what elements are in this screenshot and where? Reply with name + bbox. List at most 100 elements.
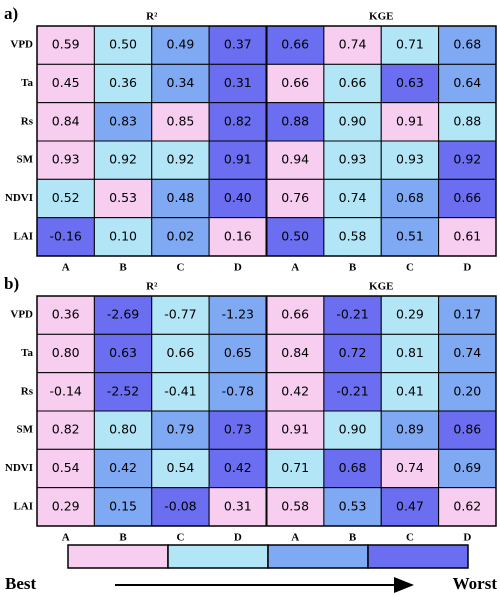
cell-value: 0.31 bbox=[224, 498, 252, 513]
cell-value: 0.17 bbox=[453, 307, 481, 322]
cell bbox=[266, 372, 325, 412]
cell bbox=[93, 372, 153, 412]
cell-value: 0.74 bbox=[339, 190, 367, 205]
cell bbox=[93, 140, 153, 180]
column-label: D bbox=[463, 262, 471, 274]
cell-value: 0.50 bbox=[109, 37, 137, 52]
cell-value: 0.66 bbox=[281, 75, 309, 90]
row-label: VPD bbox=[10, 309, 33, 321]
column-label: D bbox=[234, 262, 242, 274]
row-label: Rs bbox=[21, 115, 34, 127]
cell bbox=[266, 333, 325, 374]
cell-value: 0.82 bbox=[52, 422, 80, 437]
cell-value: 0.34 bbox=[167, 75, 195, 90]
column-label: D bbox=[234, 532, 242, 544]
cell-value: 0.62 bbox=[453, 498, 481, 513]
cell bbox=[151, 487, 210, 527]
cell-value: 0.47 bbox=[396, 498, 424, 513]
cell-value: 0.93 bbox=[52, 152, 80, 167]
cell-value: -0.16 bbox=[50, 228, 82, 243]
cell-value: 0.90 bbox=[339, 422, 367, 437]
cell bbox=[438, 140, 497, 180]
cell-value: 0.91 bbox=[396, 113, 424, 128]
cell-value: 0.50 bbox=[281, 228, 309, 243]
panel-label: a) bbox=[4, 4, 18, 23]
cell-value: 0.63 bbox=[396, 75, 424, 90]
cell-value: 0.74 bbox=[453, 345, 481, 360]
cell-value: 0.89 bbox=[396, 422, 424, 437]
column-label: A bbox=[291, 532, 299, 544]
group-title: KGE bbox=[369, 281, 393, 293]
cell bbox=[438, 102, 497, 142]
cell bbox=[323, 140, 382, 180]
row-label: SM bbox=[17, 154, 34, 166]
cell-value: -0.21 bbox=[336, 307, 368, 322]
cell-value: 0.49 bbox=[167, 37, 195, 52]
row-label: SM bbox=[17, 424, 34, 436]
column-label: D bbox=[463, 532, 471, 544]
cell bbox=[36, 333, 95, 374]
cell-value: 0.66 bbox=[167, 345, 195, 360]
cell bbox=[93, 410, 153, 450]
cell-value: 0.91 bbox=[281, 422, 309, 437]
cell-value: 0.88 bbox=[281, 113, 309, 128]
cell-value: 0.36 bbox=[52, 307, 80, 322]
cell bbox=[266, 487, 325, 527]
cell bbox=[266, 140, 325, 180]
cell bbox=[380, 410, 440, 450]
row-label: NDVI bbox=[5, 192, 33, 204]
cell-value: 0.37 bbox=[224, 37, 252, 52]
cell-value: 0.15 bbox=[109, 498, 137, 513]
cell-value: -0.77 bbox=[164, 307, 196, 322]
column-label: B bbox=[119, 262, 127, 274]
cell bbox=[266, 178, 325, 219]
cell bbox=[438, 487, 497, 527]
cell-value: 0.90 bbox=[339, 113, 367, 128]
cell-value: 0.74 bbox=[396, 460, 424, 475]
cell-value: 0.20 bbox=[453, 383, 481, 398]
column-label: C bbox=[406, 532, 414, 544]
cell-value: 0.52 bbox=[52, 190, 80, 205]
column-label: C bbox=[176, 262, 184, 274]
cell bbox=[323, 63, 382, 104]
cell-value: 0.31 bbox=[224, 75, 252, 90]
cell-value: 0.85 bbox=[167, 113, 195, 128]
cell-value: 0.92 bbox=[453, 152, 481, 167]
cell-value: 0.82 bbox=[224, 113, 252, 128]
cell bbox=[323, 410, 382, 450]
cell-value: 0.76 bbox=[281, 190, 309, 205]
cell-value: 0.68 bbox=[339, 460, 367, 475]
cell-value: 0.68 bbox=[453, 37, 481, 52]
cell-value: 0.10 bbox=[109, 228, 137, 243]
column-label: B bbox=[119, 532, 127, 544]
cell-value: 0.42 bbox=[281, 383, 309, 398]
legend-swatch bbox=[267, 544, 369, 569]
cell bbox=[93, 178, 153, 219]
cell bbox=[93, 487, 153, 527]
cell bbox=[323, 295, 382, 335]
cell-value: 0.88 bbox=[453, 113, 481, 128]
cell-value: 0.86 bbox=[453, 422, 481, 437]
cell-value: 0.84 bbox=[281, 345, 309, 360]
group-title: R² bbox=[146, 281, 158, 293]
cell bbox=[151, 410, 210, 450]
cell-value: 0.74 bbox=[339, 37, 367, 52]
cell-value: 0.58 bbox=[281, 498, 309, 513]
cell-value: 0.92 bbox=[109, 152, 137, 167]
cell bbox=[208, 140, 267, 180]
legend-best: Best bbox=[5, 574, 37, 593]
cell bbox=[151, 102, 210, 142]
cell-value: 0.72 bbox=[339, 345, 367, 360]
cell-value: 0.29 bbox=[396, 307, 424, 322]
cell-value: 0.29 bbox=[52, 498, 80, 513]
cell-value: 0.48 bbox=[167, 190, 195, 205]
row-label: NDVI bbox=[5, 462, 33, 474]
cell-value: -2.52 bbox=[107, 383, 139, 398]
cell bbox=[323, 372, 382, 412]
group-title: R² bbox=[146, 11, 158, 23]
cell bbox=[438, 372, 497, 412]
cell-value: 0.51 bbox=[396, 228, 424, 243]
cell-value: -2.69 bbox=[107, 307, 139, 322]
cell-value: -0.41 bbox=[164, 383, 196, 398]
